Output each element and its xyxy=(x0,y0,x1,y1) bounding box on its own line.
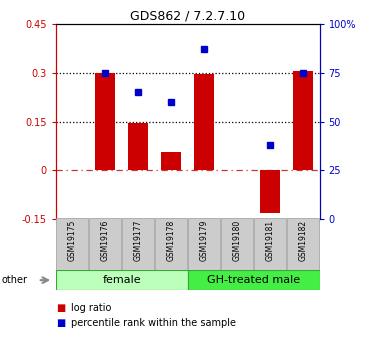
Bar xyxy=(128,123,148,170)
Text: GSM19180: GSM19180 xyxy=(233,220,242,261)
Text: GSM19179: GSM19179 xyxy=(200,220,209,261)
Text: GSM19175: GSM19175 xyxy=(68,220,77,261)
Text: GSM19178: GSM19178 xyxy=(167,220,176,261)
Bar xyxy=(194,73,214,170)
Text: female: female xyxy=(102,275,141,285)
Bar xyxy=(254,218,286,271)
Text: GSM19181: GSM19181 xyxy=(266,220,275,261)
Bar xyxy=(122,218,154,271)
Text: GSM19182: GSM19182 xyxy=(298,220,308,261)
Bar xyxy=(56,270,188,290)
Bar xyxy=(293,71,313,170)
Bar xyxy=(56,218,89,271)
Bar xyxy=(260,170,280,213)
Text: GSM19176: GSM19176 xyxy=(101,220,110,261)
Bar xyxy=(89,218,121,271)
Bar xyxy=(221,218,253,271)
Text: percentile rank within the sample: percentile rank within the sample xyxy=(71,318,236,328)
Text: GSM19177: GSM19177 xyxy=(134,220,143,261)
Text: GH-treated male: GH-treated male xyxy=(207,275,300,285)
Text: ■: ■ xyxy=(56,303,65,313)
Bar xyxy=(95,73,115,170)
Text: ■: ■ xyxy=(56,318,65,328)
Bar xyxy=(188,270,320,290)
Title: GDS862 / 7.2.7.10: GDS862 / 7.2.7.10 xyxy=(130,10,245,23)
Text: log ratio: log ratio xyxy=(71,303,112,313)
Text: other: other xyxy=(2,275,28,285)
Bar xyxy=(155,218,187,271)
Bar xyxy=(188,218,220,271)
Bar xyxy=(161,152,181,170)
Bar xyxy=(287,218,319,271)
